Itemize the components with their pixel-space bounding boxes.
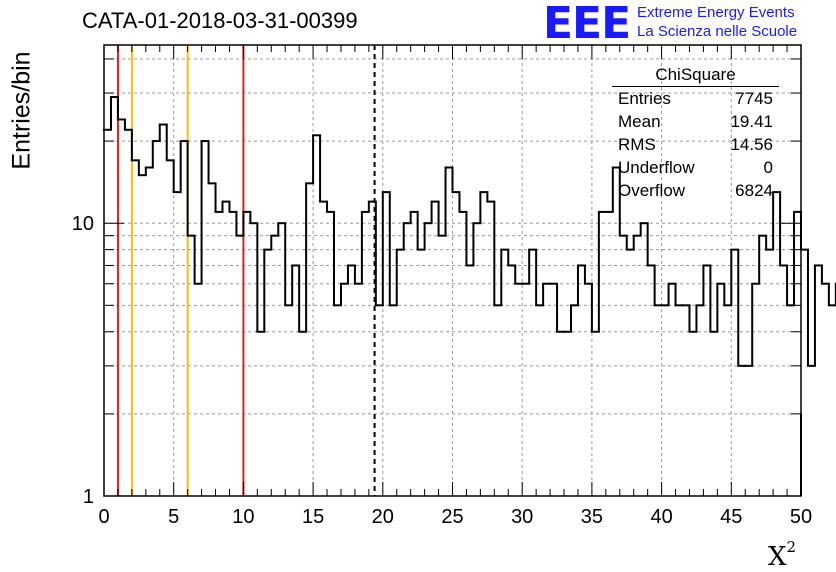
run-title: CATA-01-2018-03-31-00399	[82, 8, 358, 33]
x-tick-label: 20	[372, 506, 394, 528]
stats-label: Overflow	[618, 181, 686, 200]
x-tick-label: 30	[511, 506, 533, 528]
stats-label: Underflow	[618, 158, 695, 177]
stats-row-mean: Mean 19.41	[612, 110, 779, 133]
logo-line-1: Extreme Energy Events	[637, 4, 795, 21]
x-axis-label-text: X	[768, 542, 787, 572]
stats-rows: Entries 7745 Mean 19.41 RMS 14.56 Underflow 0 Ov…	[612, 87, 779, 202]
x-tick-label: 35	[581, 506, 603, 528]
x-tick-label: 40	[650, 506, 672, 528]
stats-row-underflow: Underflow 0	[612, 156, 779, 179]
stats-label: Entries	[618, 89, 671, 108]
stats-value: 0	[763, 158, 773, 177]
x-tick-label: 0	[98, 506, 109, 528]
stats-value: 6824	[735, 181, 773, 200]
stats-title: ChiSquare	[612, 64, 779, 87]
stats-value: 19.41	[730, 112, 773, 131]
x-tick-label: 50	[790, 506, 812, 528]
x-axis-label: X2	[768, 538, 796, 572]
y-tick-label: 10	[72, 213, 94, 235]
stats-label: RMS	[618, 135, 656, 154]
x-tick-label: 25	[441, 506, 463, 528]
stats-row-overflow: Overflow 6824	[612, 179, 779, 202]
stats-box: ChiSquare Entries 7745 Mean 19.41 RMS 14.56 Un…	[612, 64, 779, 202]
x-tick-label: 10	[232, 506, 254, 528]
x-tick-label: 15	[302, 506, 324, 528]
x-tick-label: 45	[720, 506, 742, 528]
y-tick-label: 1	[83, 486, 94, 508]
stats-label: Mean	[618, 112, 661, 131]
stats-row-rms: RMS 14.56	[612, 133, 779, 156]
eee-logo-text: Extreme Energy Events La Scienza nelle S…	[637, 3, 797, 41]
stats-value: 7745	[735, 89, 773, 108]
logo-line-2: La Scienza nelle Scuole	[637, 23, 798, 40]
x-tick-label: 5	[168, 506, 179, 528]
x-axis-label-superscript: 2	[786, 538, 797, 556]
stats-value: 14.56	[730, 135, 773, 154]
eee-logo: EEE	[543, 0, 631, 49]
stats-row-entries: Entries 7745	[612, 87, 779, 110]
